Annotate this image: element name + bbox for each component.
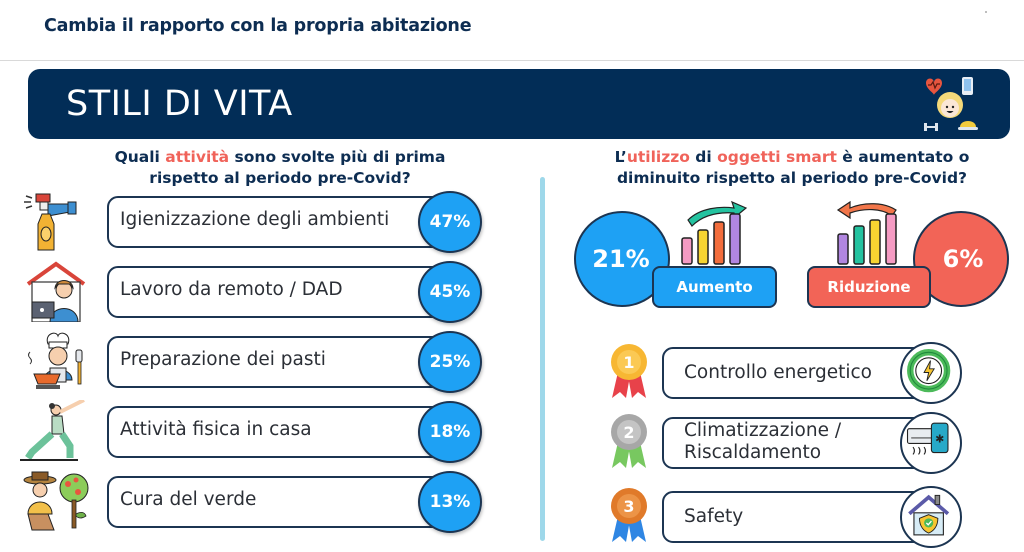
activity-row: Preparazione dei pasti 25% [0,330,520,393]
section-banner: STILI DI VITA [28,69,1010,139]
section-divider [540,177,545,541]
ranking-label: Controllo energetico [684,362,872,383]
yoga-icon [20,400,85,461]
activity-percentage: 13% [418,471,482,533]
air-conditioning-icon: ✱ [900,412,962,474]
silver-medal-icon: 2 [611,414,647,468]
ranking-pill: Climatizzazione / Riscaldamento [662,417,942,469]
remote-work-icon [26,261,86,322]
question-text: L’ [614,148,627,166]
svg-text:2: 2 [623,423,634,442]
lifestyle-person-icon [924,77,978,131]
activity-row: Igienizzazione degli ambienti 47% [0,190,520,253]
activity-pill: Lavoro da remoto / DAD [107,266,447,318]
ranking-label-line2: Riscaldamento [684,442,822,463]
question-text: di [689,148,718,166]
ranking-label: Safety [684,506,744,527]
activity-row: Lavoro da remoto / DAD 45% [0,260,520,323]
activity-label: Attività fisica in casa [120,419,312,440]
increase-label: Aumento [652,266,777,308]
chef-cooking-icon [28,332,83,389]
question-text: Quali [114,148,166,166]
question-highlight: attività [165,148,230,166]
activities-question: Quali attività sono svolte più di prima … [80,147,480,189]
increasing-bars-icon [681,200,748,265]
activity-percentage: 45% [418,261,482,323]
question-text: sono svolte più di prima [229,148,446,166]
decorative-dot [985,11,987,13]
home-security-icon [900,486,962,548]
svg-text:✱: ✱ [935,433,944,446]
ranking-label: Climatizzazione / [684,420,842,441]
ranking-row: 2 Climatizzazione / Riscaldamento ✱ [600,412,1020,474]
question-text: rispetto al periodo pre-Covid? [149,169,411,187]
bronze-medal-icon: 3 [611,488,647,542]
activity-label: Lavoro da remoto / DAD [120,279,343,300]
activity-percentage: 18% [418,401,482,463]
ranking-pill: Safety [662,491,942,543]
energy-control-icon [900,342,962,404]
ranking-row: 1 Controllo energetico [600,342,1020,404]
decreasing-bars-icon [836,200,897,265]
decrease-label: Riduzione [807,266,931,308]
activity-label: Igienizzazione degli ambienti [120,209,390,230]
svg-text:1: 1 [623,353,634,372]
page-title: Cambia il rapporto con la propria abitaz… [44,16,472,36]
spray-bottle-icon [24,193,77,251]
activity-percentage: 25% [418,331,482,393]
activity-pill: Attività fisica in casa [107,406,447,458]
ranking-row: 3 Safety [600,486,1020,548]
smart-objects-question: L’utilizzo di oggetti smart è aumentato … [582,147,1002,189]
gold-medal-icon: 1 [611,344,647,398]
activity-pill: Preparazione dei pasti [107,336,447,388]
gardening-icon [23,471,89,531]
question-highlight: utilizzo [626,148,690,166]
question-text: è aumentato o [836,148,970,166]
activity-pill: Igienizzazione degli ambienti [107,196,447,248]
activity-pill: Cura del verde [107,476,447,528]
question-highlight: oggetti smart [717,148,837,166]
activity-label: Cura del verde [120,489,257,510]
ranking-pill: Controllo energetico [662,347,942,399]
decrease-percentage: 6% [913,211,1009,307]
activity-percentage: 47% [418,191,482,253]
banner-title: STILI DI VITA [66,84,293,124]
activity-label: Preparazione dei pasti [120,349,326,370]
question-text: diminuito rispetto al periodo pre-Covid? [616,169,968,187]
activity-row: Cura del verde 13% [0,470,520,533]
activity-row: Attività fisica in casa 18% [0,400,520,463]
header-divider [0,60,1024,61]
svg-text:3: 3 [623,497,634,516]
